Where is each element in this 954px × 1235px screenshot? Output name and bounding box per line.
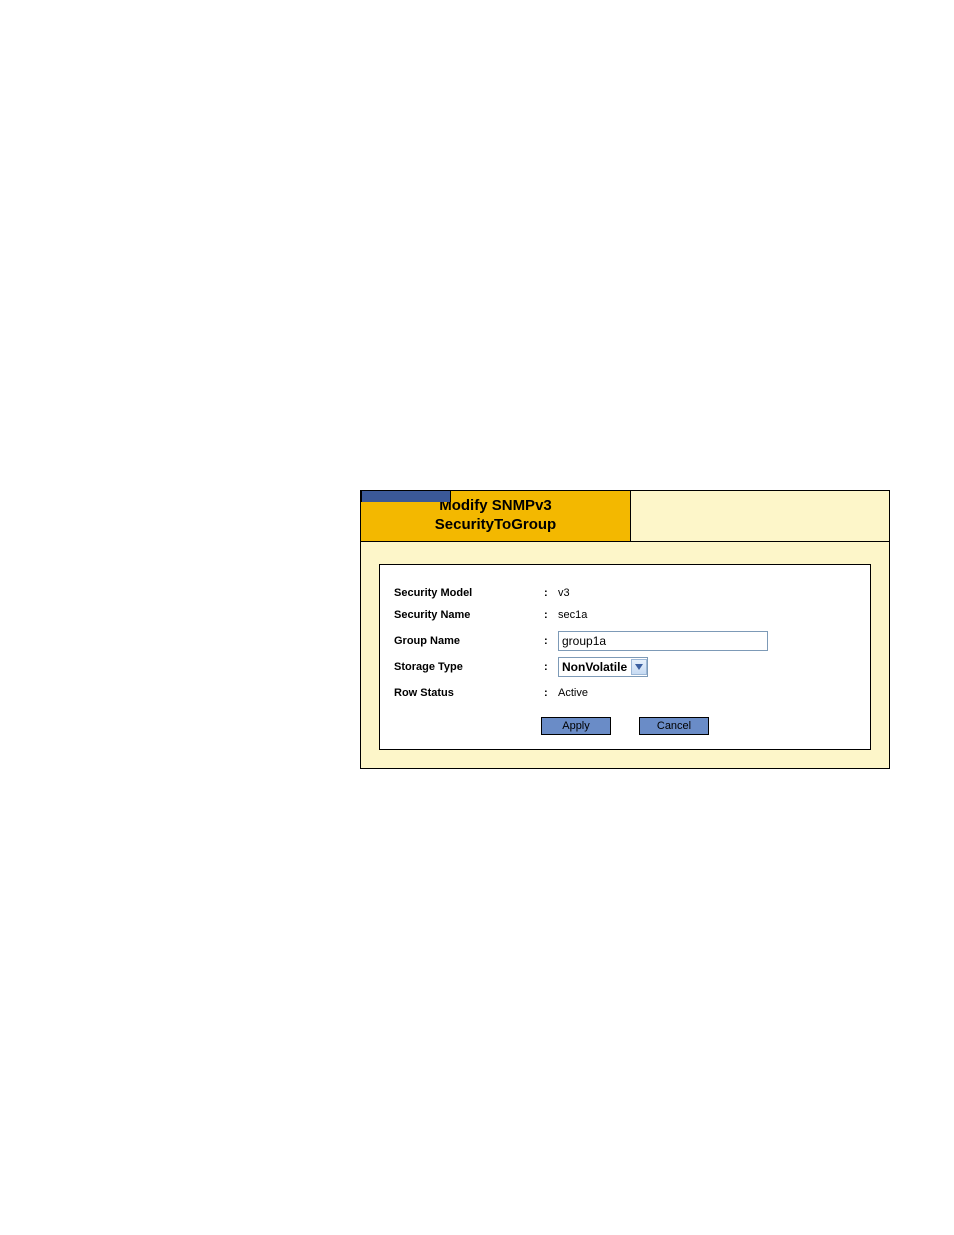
colon: :	[544, 661, 558, 673]
storage-type-select[interactable]: NonVolatile	[558, 657, 648, 677]
form-area: Security Model : v3 Security Name : sec1…	[379, 564, 871, 750]
label-storage-type: Storage Type	[394, 661, 544, 673]
title-line2: SecurityToGroup	[365, 516, 626, 535]
colon: :	[544, 635, 558, 647]
group-name-input[interactable]	[558, 631, 768, 651]
row-security-model: Security Model : v3	[394, 583, 856, 603]
colon: :	[544, 587, 558, 599]
apply-button[interactable]: Apply	[541, 717, 611, 735]
row-group-name: Group Name :	[394, 631, 856, 651]
row-security-name: Security Name : sec1a	[394, 605, 856, 625]
row-storage-type: Storage Type : NonVolatile	[394, 657, 856, 677]
config-panel: Modify SNMPv3 SecurityToGroup Security M…	[360, 490, 890, 769]
value-row-status: Active	[558, 687, 588, 699]
button-row: Apply Cancel	[394, 717, 856, 735]
storage-type-value: NonVolatile	[562, 660, 627, 674]
colon: :	[544, 609, 558, 621]
colon: :	[544, 687, 558, 699]
tab-indicator	[361, 490, 451, 502]
chevron-down-icon	[631, 659, 647, 675]
row-row-status: Row Status : Active	[394, 683, 856, 703]
label-security-model: Security Model	[394, 587, 544, 599]
value-security-model: v3	[558, 587, 570, 599]
value-security-name: sec1a	[558, 609, 587, 621]
title-spacer	[631, 491, 889, 541]
title-line1: Modify SNMPv3	[439, 497, 552, 514]
label-row-status: Row Status	[394, 687, 544, 699]
label-group-name: Group Name	[394, 635, 544, 647]
cancel-button[interactable]: Cancel	[639, 717, 709, 735]
label-security-name: Security Name	[394, 609, 544, 621]
